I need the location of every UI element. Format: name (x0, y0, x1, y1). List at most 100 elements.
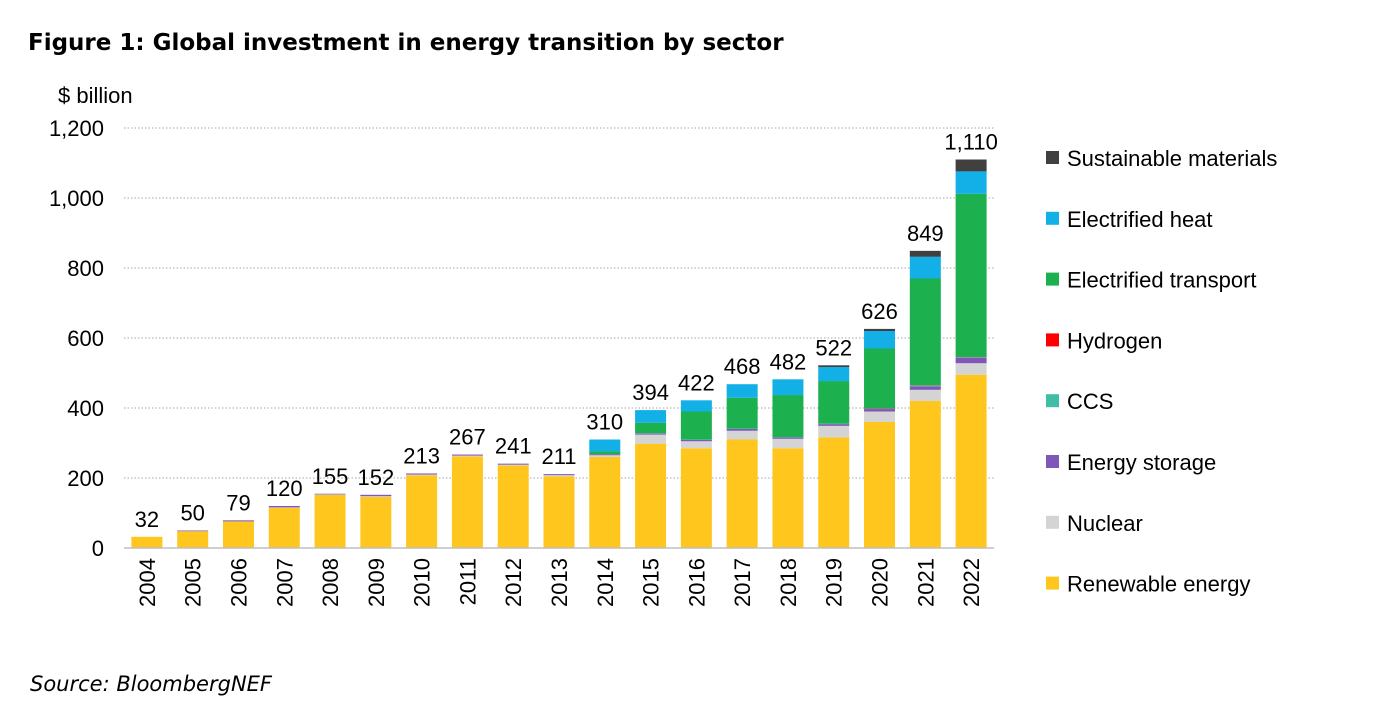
total-label: 482 (770, 349, 807, 374)
x-tick-label: 2020 (868, 558, 893, 607)
bar-segment-ccs (864, 408, 896, 410)
bar-segment-energy-storage (726, 429, 758, 431)
bar-segment-electrified-heat (955, 171, 987, 194)
total-label: 310 (586, 410, 623, 435)
legend-swatch (1046, 576, 1059, 590)
legend: Sustainable materials Electrified heat Ele… (1046, 146, 1277, 597)
bar-segment-energy-storage (589, 454, 621, 456)
total-label: 120 (266, 476, 303, 501)
x-tick-label: 2010 (410, 558, 435, 607)
bar-segment-electrified-transport (726, 397, 758, 429)
total-label: 468 (724, 354, 761, 379)
total-label: 155 (312, 464, 349, 489)
bar-segment-energy-storage (268, 506, 300, 508)
bar-segment-electrified-transport (635, 422, 667, 434)
x-tick-label: 2021 (913, 558, 938, 607)
bar-segment-electrified-heat (909, 256, 941, 279)
legend-label: Nuclear (1067, 511, 1143, 536)
total-label: 79 (226, 490, 250, 515)
bar-segment-energy-storage (406, 473, 438, 475)
bar-segment-renewable-energy (772, 448, 804, 548)
legend-item: Sustainable materials (1046, 146, 1277, 171)
bar-segment-energy-storage (635, 433, 667, 435)
bar-segment-nuclear (818, 425, 850, 438)
total-label: 50 (180, 501, 204, 526)
bar-segment-nuclear (543, 475, 575, 477)
bar-segment-electrified-heat (589, 439, 621, 452)
x-tick-label: 2015 (639, 558, 664, 607)
legend-swatch (1046, 455, 1059, 468)
total-label: 422 (678, 370, 715, 395)
bar-segment-energy-storage (818, 424, 850, 426)
bar-stack-2011 (451, 454, 483, 548)
x-tick-label: 2022 (959, 558, 984, 607)
bar-segment-energy-storage (222, 520, 254, 522)
bar-stack-2018 (772, 379, 804, 548)
bar-stack-2015 (635, 410, 667, 548)
bar-segment-renewable-energy (818, 437, 850, 548)
bar-segment-electrified-heat (864, 331, 896, 349)
bar-segment-energy-storage (680, 439, 712, 442)
bar-segment-electrified-transport (818, 381, 850, 424)
figure-title: Figure 1: Global investment in energy tr… (28, 30, 784, 56)
legend-swatch (1046, 211, 1059, 225)
total-labels: 32 50 79 120 155 152 213 267 241 211 310 394 422 468 4… (135, 130, 998, 532)
bar-stack-2017 (726, 384, 758, 548)
total-label: 522 (815, 335, 852, 360)
bar-stack-2016 (680, 400, 712, 548)
bar-segment-nuclear (680, 441, 712, 449)
total-label: 32 (135, 507, 159, 532)
bar-segment-renewable-energy (451, 456, 483, 548)
bar-stack-2021 (909, 250, 941, 548)
bar-segment-ccs (909, 385, 941, 387)
bar-segment-electrified-transport (864, 348, 896, 408)
x-tick-label: 2005 (181, 558, 206, 607)
x-tick-label: 2019 (822, 558, 847, 607)
bar-segment-nuclear (955, 363, 987, 375)
bar-segment-nuclear (909, 389, 941, 401)
bar-segment-electrified-transport (909, 278, 941, 386)
bar-segment-renewable-energy (635, 443, 667, 548)
y-tick-label: 600 (67, 326, 104, 351)
x-tick-label: 2006 (226, 558, 251, 607)
bar-segment-electrified-heat (635, 410, 667, 423)
bar-segment-energy-storage (314, 493, 346, 495)
bar-stack-2004 (131, 536, 163, 548)
x-tick-label: 2009 (364, 558, 389, 607)
bar-stack-2020 (864, 328, 896, 548)
legend-swatch (1046, 394, 1059, 408)
y-tick-label: 200 (67, 466, 104, 491)
bar-segment-energy-storage (451, 454, 483, 456)
legend-swatch (1046, 272, 1059, 286)
bar-segment-renewable-energy (589, 457, 621, 548)
legend-swatch (1046, 333, 1059, 347)
bar-segment-nuclear (451, 455, 483, 457)
total-label: 1,110 (944, 130, 997, 155)
bar-stack-2008 (314, 493, 346, 548)
bar-segment-electrified-transport (589, 451, 621, 455)
bar-segment-energy-storage (177, 530, 209, 532)
bar-segment-sustainable-materials (909, 250, 941, 257)
bar-segment-electrified-heat (818, 367, 850, 382)
y-tick-label: 1,000 (49, 186, 104, 211)
total-label: 211 (541, 444, 576, 469)
y-tick-label: 800 (67, 256, 104, 281)
legend-item: CCS (1046, 389, 1113, 414)
bar-stack-2012 (497, 463, 529, 548)
bar-stack-2019 (818, 365, 850, 548)
bar-segment-nuclear (497, 464, 529, 466)
x-tick-label: 2013 (547, 558, 572, 607)
bar-segment-renewable-energy (726, 439, 758, 548)
bar-segment-renewable-energy (177, 531, 209, 548)
legend-item: Renewable energy (1046, 572, 1250, 597)
legend-swatch (1046, 515, 1059, 529)
bar-segment-nuclear (589, 455, 621, 457)
bar-segment-renewable-energy (360, 496, 392, 548)
y-axis-label: $ billion (58, 83, 133, 108)
bar-segment-energy-storage (772, 437, 804, 439)
total-label: 849 (907, 221, 944, 246)
legend-label: Electrified transport (1067, 268, 1257, 293)
bar-segment-nuclear (726, 430, 758, 440)
y-axis-ticks: 0 200 400 600 800 1,000 1,200 (49, 116, 104, 561)
